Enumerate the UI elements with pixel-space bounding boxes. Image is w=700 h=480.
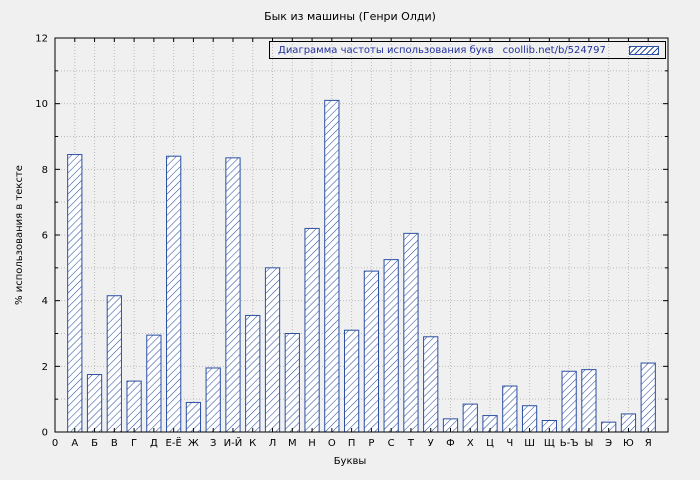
legend-hatch-swatch-icon (629, 45, 659, 55)
svg-text:Х: Х (467, 438, 474, 449)
svg-text:Щ: Щ (544, 438, 555, 449)
chart-title: Бык из машины (Генри Олди) (264, 10, 436, 23)
svg-text:Г: Г (131, 438, 137, 449)
svg-text:Ь-Ъ: Ь-Ъ (560, 438, 579, 449)
tick-labels: 0 А Б В Г Д Е-Ё Ж З И-Й К Л М Н О П Р С Т У Ф Х Ц Ч Ш Щ Ь-Ъ Ы Э Ю Я 0 2 4… (35, 34, 651, 450)
svg-text:П: П (348, 438, 356, 449)
svg-text:Р: Р (368, 438, 374, 449)
legend: Диаграмма частоты использования букв coo… (269, 41, 666, 59)
y-axis-label: % использования в тексте (14, 165, 25, 305)
svg-text:Е-Ё: Е-Ё (166, 436, 182, 449)
svg-text:8: 8 (42, 165, 48, 176)
svg-text:Т: Т (407, 438, 415, 449)
svg-text:Ц: Ц (486, 438, 494, 449)
svg-text:А: А (71, 438, 78, 449)
x-axis-label: Буквы (333, 456, 367, 467)
svg-text:Д: Д (150, 438, 158, 449)
svg-text:Ю: Ю (623, 438, 634, 449)
svg-text:У: У (428, 438, 434, 449)
svg-text:Л: Л (269, 438, 277, 449)
bars (67, 99, 656, 433)
svg-text:Ч: Ч (506, 438, 513, 449)
svg-text:12: 12 (35, 34, 48, 45)
svg-text:Ы: Ы (584, 438, 593, 449)
svg-text:С: С (388, 438, 395, 449)
svg-text:Ж: Ж (188, 438, 199, 449)
svg-text:М: М (288, 438, 297, 449)
svg-text:Н: Н (308, 438, 316, 449)
svg-text:6: 6 (42, 231, 48, 242)
svg-text:К: К (249, 438, 256, 449)
svg-text:4: 4 (42, 296, 48, 307)
svg-text:И-Й: И-Й (224, 436, 243, 449)
svg-text:Ш: Ш (524, 438, 535, 449)
svg-text:10: 10 (35, 99, 48, 110)
svg-text:З: З (210, 438, 216, 449)
svg-text:0: 0 (42, 428, 48, 439)
svg-text:Ф: Ф (446, 438, 455, 449)
svg-text:Б: Б (91, 438, 98, 449)
svg-text:О: О (328, 438, 336, 449)
legend-label: Диаграмма частоты использования букв (278, 44, 494, 56)
legend-text-group: Диаграмма частоты использования букв coo… (278, 45, 606, 56)
svg-text:2: 2 (42, 362, 48, 373)
svg-text:0: 0 (52, 438, 58, 449)
svg-text:Я: Я (645, 438, 652, 449)
legend-source-link: coollib.net/b/524797 (502, 44, 606, 56)
svg-text:В: В (111, 438, 118, 449)
svg-text:Э: Э (605, 438, 612, 449)
